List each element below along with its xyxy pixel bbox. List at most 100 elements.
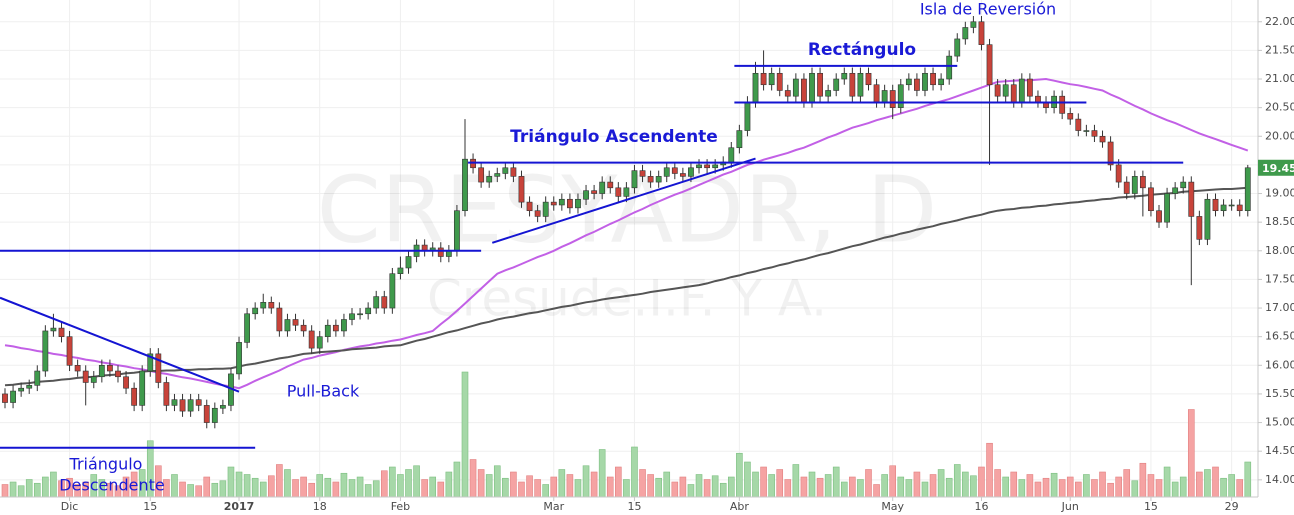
x-tick-label: 15 [627,500,641,513]
volume-bar [1163,466,1171,498]
candle-body [405,256,412,269]
volume-bar [1050,472,1058,498]
volume-bar [1083,474,1090,498]
candle-body [825,90,832,97]
volume-bar [1171,481,1179,498]
x-tick-label: May [881,500,904,513]
volume-bar [1042,477,1050,498]
watermark: CRESYADR, D [317,156,938,263]
volume-bar [1115,476,1122,498]
candle-body [1131,176,1138,194]
volume-bar [631,446,638,498]
volume-bar [502,477,509,498]
volume-bar [1228,474,1235,498]
candle-body [397,267,404,274]
volume-bar [889,465,897,498]
volume-bar [1091,479,1098,498]
trendline [0,296,240,393]
volume-bar [195,485,202,498]
candle-body [510,167,517,177]
volume-bar [647,474,654,498]
volume-bar [776,469,784,498]
volume-bar [268,475,275,498]
volume-bar [550,476,558,498]
volume-bar [1196,471,1203,498]
volume-bar [808,471,816,498]
volume-bar [719,482,727,498]
trendline [491,157,756,244]
volume-bar [1204,469,1211,498]
candle-body [1083,130,1090,132]
volume-bar [639,469,646,498]
candle-body [922,72,928,91]
volume-bar [42,476,49,498]
candle-body [50,327,57,332]
volume-bar [348,479,356,498]
volume-bar [590,471,598,498]
volume-bar [235,471,243,498]
candle-body [1196,216,1203,240]
candle-body [801,78,807,103]
annotation: Rectángulo [808,40,916,60]
volume-bar [405,469,412,498]
x-tick-label: Jun [1061,500,1079,513]
volume-bar [469,459,477,498]
y-tick-label: 17.50 [1265,272,1294,285]
candle-body [566,198,573,209]
trendlines [0,64,1184,449]
candle-body [542,201,549,217]
volume-bar [840,481,848,498]
volume-bar [179,481,186,498]
volume-bar [211,482,219,498]
volume-bar [816,477,824,498]
volume-bar [703,479,711,498]
y-tick-label: 16.50 [1265,330,1294,343]
volume-bar [389,466,396,498]
annotation: Triángulo Ascendente [510,127,718,147]
volume-bar [33,482,41,498]
volume-bar [905,479,913,498]
candle-body [946,55,953,80]
candle-body [308,330,315,349]
candle-body [1067,113,1074,120]
volume-bar [1179,476,1187,498]
candle-body [712,164,719,169]
candle-body [26,385,33,389]
volume-bar [582,465,590,498]
volume-bar [1236,479,1244,498]
volume-bar [542,484,549,498]
volume-bar [1066,476,1074,498]
candle-body [1010,84,1017,103]
candle-body [18,387,25,392]
volume-bar [929,474,937,498]
x-tick-label: Abr [730,500,750,513]
volume-bar [1187,409,1195,498]
candle-body [897,84,904,108]
candle-body [486,176,493,183]
candle-body [583,190,589,200]
candle-body [930,72,936,86]
x-tick-label: 16 [974,500,988,513]
candle-body [1244,167,1251,212]
last-price-label: 19.45 [1262,162,1294,175]
volume-bar [921,481,929,498]
watermark-subtitle: Cresude.I.F. Y A. [427,270,827,328]
candle-body [219,405,226,409]
volume-bar [945,477,953,498]
volume-bar [857,479,864,498]
volume-bar [1131,480,1139,498]
candle-body [90,376,97,383]
candle-body [478,167,485,183]
volume-bar [832,466,840,498]
volume-bar [711,475,719,498]
candle-body [550,201,557,206]
annotation: Pull-Back [287,382,360,401]
candle-body [1139,176,1146,189]
candle-body [1123,181,1130,194]
volume-bar [429,476,437,498]
candle-body [115,370,121,378]
y-tick-label: 18.50 [1265,215,1294,228]
volume-bar [1107,482,1114,498]
volume-bar [485,474,493,498]
